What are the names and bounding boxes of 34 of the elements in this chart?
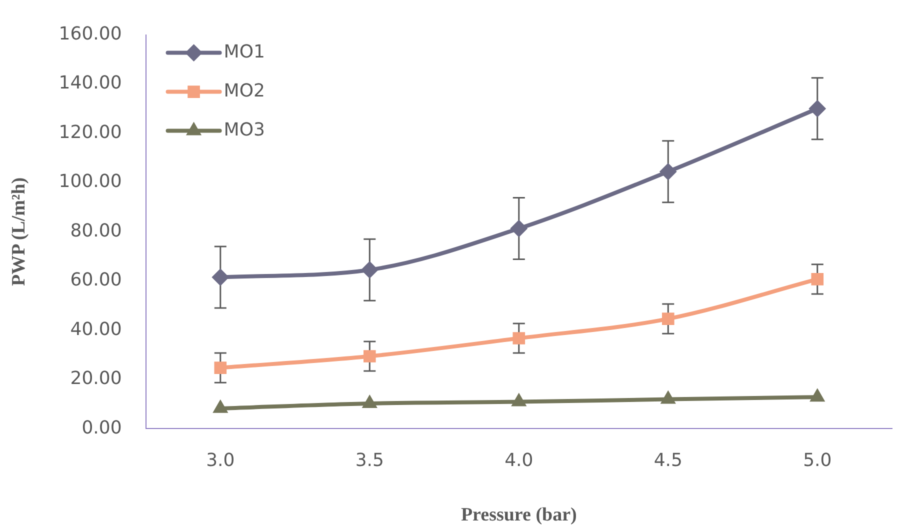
legend-label: MO3 <box>224 119 265 140</box>
point <box>363 350 376 362</box>
point <box>214 362 227 374</box>
legend-label: MO2 <box>224 80 265 102</box>
y-tick-label: 20.00 <box>70 368 122 390</box>
point <box>212 400 228 413</box>
x-tick-label: 5.0 <box>803 450 832 472</box>
y-tick-label: 80.00 <box>70 220 122 242</box>
point <box>808 100 826 118</box>
point <box>660 163 677 180</box>
x-tick-label: 3.0 <box>206 450 235 472</box>
point <box>660 390 676 404</box>
y-tick-label: 160.00 <box>58 23 122 44</box>
point <box>512 332 526 344</box>
x-tick-label: 4.5 <box>654 450 682 472</box>
point <box>662 312 674 325</box>
point <box>510 220 528 237</box>
y-tick-label: 100.00 <box>58 171 122 192</box>
y-tick-label: 0.00 <box>82 417 122 438</box>
point <box>361 261 378 278</box>
point <box>212 268 229 286</box>
y-tick-label: 120.00 <box>58 122 122 143</box>
y-tick-label: 40.00 <box>70 318 122 340</box>
y-axis-title: PWP (L/m²h) <box>8 177 30 286</box>
point <box>362 394 378 408</box>
y-tick-label: 140.00 <box>58 72 122 94</box>
x-tick-label: 4.0 <box>504 450 534 472</box>
point <box>511 393 526 406</box>
x-tick-label: 3.5 <box>355 450 384 472</box>
legend-label: MO1 <box>224 41 265 62</box>
point <box>811 273 824 286</box>
x-axis-title: Pressure (bar) <box>460 504 577 526</box>
point <box>810 388 825 402</box>
y-tick-label: 60.00 <box>70 270 122 291</box>
